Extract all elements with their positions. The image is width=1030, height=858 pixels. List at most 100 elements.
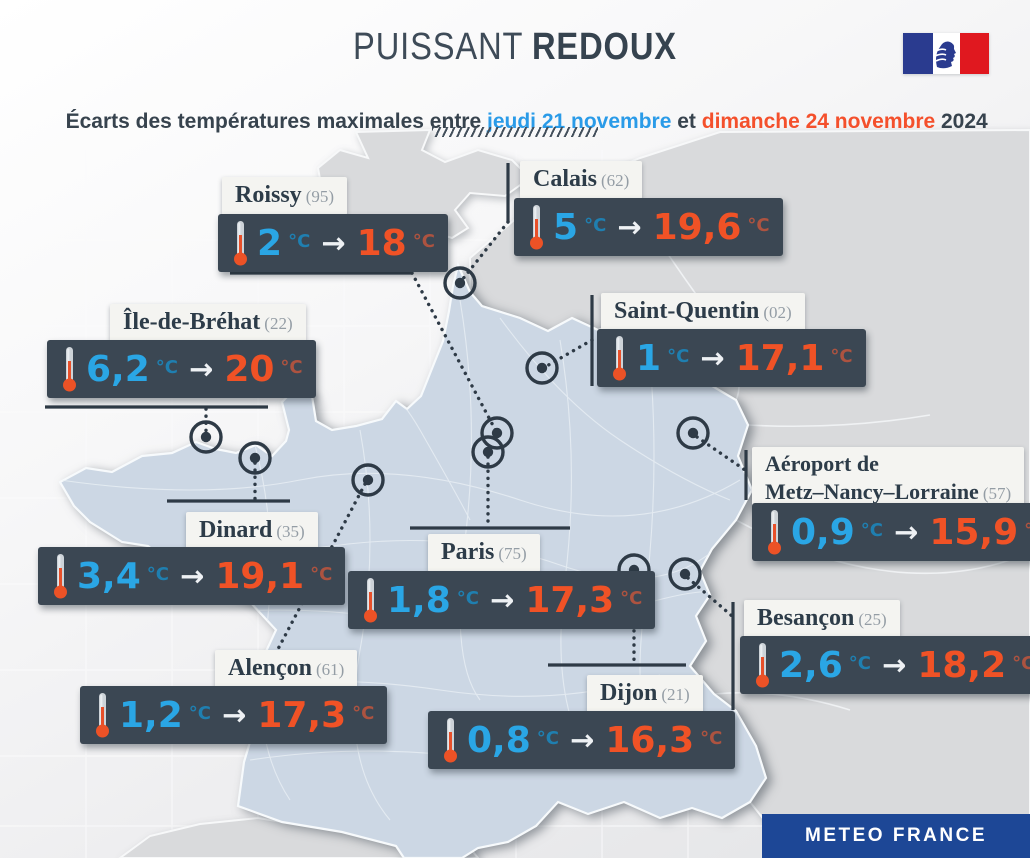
station-dept: (62) (601, 171, 630, 190)
unit-after: °C (412, 230, 435, 252)
station-dept: (95) (305, 187, 335, 206)
station-values-besancon: 2,6 °C → 18,2 °C (740, 636, 1030, 694)
marker-dot-dinard (249, 452, 261, 464)
temp-before: 6,2 (86, 348, 150, 390)
marker-dot-saint_quentin (536, 362, 548, 374)
arrow-icon: → (700, 341, 725, 375)
marianne-icon (934, 41, 957, 69)
station-name: Calais (533, 166, 598, 192)
marker-dot-alencon (362, 474, 374, 486)
station-label-saint_quentin: Saint-Quentin (02) (601, 293, 805, 331)
station-values-alencon: 1,2 °C → 17,3 °C (80, 686, 388, 744)
station-label-paris: Paris (75) (428, 534, 540, 572)
temp-before: 0,9 (791, 511, 855, 553)
temp-before: 3,4 (77, 555, 141, 597)
marker-paris (471, 435, 505, 469)
station-label-dinard: Dinard (35) (186, 512, 318, 550)
subtitle-and: et (671, 110, 702, 133)
meteo-france-banner: METEO FRANCE (762, 814, 1030, 858)
unit-after: °C (830, 345, 853, 367)
arrow-icon: → (180, 559, 205, 593)
connector-paris (410, 435, 570, 530)
marker-roissy (480, 416, 514, 450)
station-name: Aéroport de Metz–Nancy–Lorraine (765, 451, 979, 504)
station-name: Dinard (199, 517, 273, 543)
station-values-dijon: 0,8 °C → 16,3 °C (428, 711, 736, 769)
marker-dot-roissy (491, 427, 503, 439)
arrow-icon: → (570, 723, 595, 757)
temp-before: 2,6 (779, 644, 843, 686)
connector-saint_quentin (525, 295, 594, 386)
thermometer-icon (96, 693, 109, 738)
station-name: Dijon (600, 680, 658, 706)
station-name: Saint-Quentin (614, 298, 760, 324)
connector-roissy (230, 271, 514, 450)
station-label-dijon: Dijon (21) (587, 675, 703, 713)
connector-metz (676, 416, 748, 500)
temp-after: 18,2 (917, 644, 1007, 686)
station-name: Alençon (228, 655, 312, 681)
flag-red-band (959, 33, 989, 74)
unit-after: °C (620, 587, 643, 609)
station-dept: (35) (276, 522, 305, 541)
station-values-roissy: 2 °C → 18 °C (218, 214, 448, 272)
unit-before: °C (536, 727, 559, 749)
thermometer-icon (63, 347, 76, 392)
unit-after: °C (280, 356, 303, 378)
station-dept: (57) (982, 483, 1012, 503)
page-title: PUISSANT REDOUX (72, 26, 958, 69)
thermometer-icon (54, 554, 67, 599)
unit-after: °C (310, 563, 333, 585)
thermometer-icon (234, 221, 247, 266)
hatched-divider (432, 127, 598, 137)
marker-brehat (189, 420, 223, 454)
thermometer-icon (364, 578, 377, 623)
arrow-icon: → (490, 583, 515, 617)
temp-after: 20 (224, 348, 275, 390)
brand-label: METEO FRANCE (805, 825, 987, 846)
temp-after: 19,1 (215, 555, 305, 597)
arrow-icon: → (882, 648, 907, 682)
station-values-brehat: 6,2 °C → 20 °C (47, 340, 316, 398)
temp-before: 1 (636, 337, 662, 379)
title-word-light: PUISSANT (353, 26, 524, 68)
station-dept: (25) (858, 610, 887, 629)
unit-before: °C (155, 356, 178, 378)
unit-after: °C (1024, 519, 1030, 541)
temp-before: 2 (257, 222, 283, 264)
french-government-logo (903, 33, 989, 74)
station-label-metz: Aéroport de Metz–Nancy–Lorraine (57) (752, 447, 1025, 510)
temp-after: 16,3 (605, 719, 695, 761)
station-label-brehat: Île-de-Bréhat (22) (110, 304, 306, 342)
temp-after: 18 (356, 222, 407, 264)
flag-white-band (933, 33, 960, 74)
station-values-dinard: 3,4 °C → 19,1 °C (38, 547, 346, 605)
unit-before: °C (456, 587, 479, 609)
unit-after: °C (352, 702, 375, 724)
station-values-calais: 5 °C → 19,6 °C (514, 198, 783, 256)
subtitle-year: 2024 (935, 110, 988, 133)
marker-saint_quentin (525, 351, 559, 385)
unit-before: °C (848, 652, 871, 674)
unit-before: °C (288, 230, 311, 252)
marker-dot-paris (482, 446, 494, 458)
thermometer-icon (768, 510, 781, 555)
unit-after: °C (747, 214, 770, 236)
station-name: Île-de-Bréhat (123, 309, 261, 335)
marker-dot-brehat (200, 431, 212, 443)
temp-after: 17,3 (257, 694, 347, 736)
title-word-bold: REDOUX (531, 26, 677, 68)
arrow-icon: → (894, 515, 919, 549)
arrow-icon: → (189, 352, 214, 386)
temp-after: 19,6 (652, 206, 742, 248)
connector-besancon (668, 557, 735, 710)
connector-calais (443, 163, 510, 300)
marker-dot-calais (454, 277, 466, 289)
station-dept: (61) (316, 660, 345, 679)
connector-brehat (45, 405, 268, 454)
station-label-alencon: Alençon (61) (215, 650, 358, 688)
unit-before: °C (860, 519, 883, 541)
marker-besancon (668, 557, 702, 591)
thermometer-icon (530, 205, 543, 250)
